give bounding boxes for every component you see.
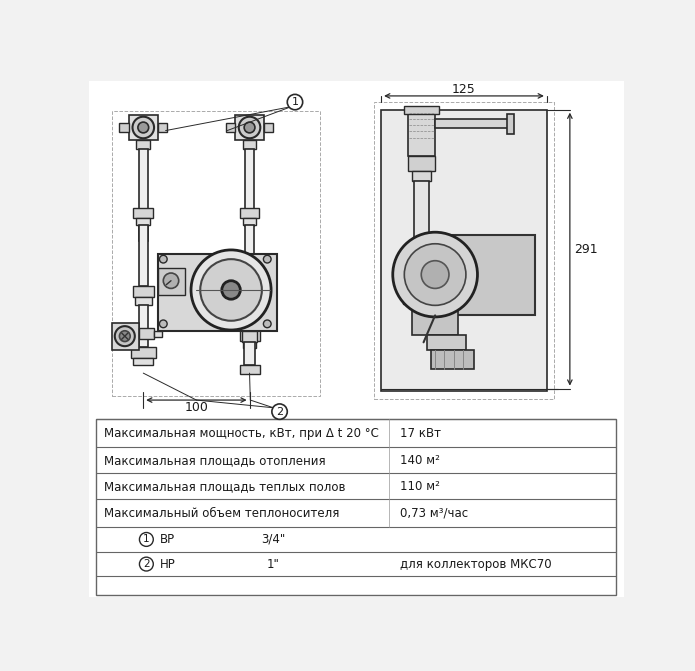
Circle shape bbox=[200, 259, 262, 321]
Text: Максимальная мощность, кВт, при Δ t 20 °C: Максимальная мощность, кВт, при Δ t 20 °… bbox=[104, 427, 379, 440]
Circle shape bbox=[287, 95, 303, 110]
Text: 110 м²: 110 м² bbox=[400, 480, 441, 493]
Bar bbox=[129, 115, 158, 140]
Circle shape bbox=[421, 261, 449, 289]
Circle shape bbox=[404, 244, 466, 305]
Bar bbox=[135, 297, 152, 305]
Bar bbox=[240, 270, 259, 282]
Bar bbox=[136, 218, 150, 225]
Bar bbox=[97, 419, 616, 595]
Text: 291: 291 bbox=[573, 243, 597, 256]
Bar bbox=[412, 304, 458, 335]
Circle shape bbox=[120, 331, 130, 342]
Bar bbox=[412, 171, 432, 180]
Circle shape bbox=[222, 280, 240, 299]
Bar bbox=[411, 258, 433, 268]
Bar bbox=[133, 286, 154, 297]
Bar bbox=[242, 331, 257, 342]
Text: Максимальная площадь отопления: Максимальная площадь отопления bbox=[104, 454, 326, 466]
Bar bbox=[243, 282, 256, 288]
Bar bbox=[408, 274, 435, 289]
Bar bbox=[112, 323, 139, 350]
Bar bbox=[240, 330, 259, 341]
Bar bbox=[139, 225, 148, 286]
Bar bbox=[414, 180, 429, 258]
Circle shape bbox=[133, 117, 154, 138]
Bar bbox=[404, 106, 439, 113]
Bar bbox=[432, 350, 473, 369]
Circle shape bbox=[263, 255, 271, 263]
Text: 3/4": 3/4" bbox=[261, 533, 286, 546]
Circle shape bbox=[244, 122, 255, 133]
Bar bbox=[226, 123, 235, 132]
Bar bbox=[133, 207, 154, 218]
Bar bbox=[408, 156, 435, 171]
Bar bbox=[403, 289, 435, 304]
Bar bbox=[131, 347, 156, 358]
Circle shape bbox=[159, 320, 167, 327]
Bar bbox=[414, 268, 430, 274]
Bar bbox=[240, 207, 259, 218]
Circle shape bbox=[138, 122, 149, 133]
Text: 140 м²: 140 м² bbox=[400, 454, 441, 466]
Bar bbox=[158, 268, 185, 295]
Circle shape bbox=[263, 320, 271, 327]
Text: Максимальный объем теплоносителя: Максимальный объем теплоносителя bbox=[104, 507, 339, 520]
Circle shape bbox=[393, 232, 477, 317]
Bar bbox=[243, 341, 256, 348]
Text: 2: 2 bbox=[276, 407, 283, 417]
Bar bbox=[133, 358, 154, 366]
Bar bbox=[245, 288, 254, 330]
Bar bbox=[139, 305, 148, 347]
Text: ВР: ВР bbox=[161, 533, 175, 546]
Circle shape bbox=[115, 326, 135, 346]
Circle shape bbox=[272, 404, 287, 419]
Text: 1": 1" bbox=[267, 558, 280, 570]
Bar bbox=[243, 218, 256, 225]
Bar bbox=[243, 140, 256, 149]
Text: для коллекторов МКС70: для коллекторов МКС70 bbox=[400, 558, 552, 570]
Circle shape bbox=[163, 273, 179, 289]
Bar bbox=[245, 225, 254, 270]
Text: 2: 2 bbox=[143, 559, 149, 569]
Bar bbox=[264, 123, 273, 132]
Bar bbox=[139, 329, 154, 340]
Bar bbox=[245, 149, 254, 226]
Bar bbox=[240, 364, 259, 374]
Bar bbox=[112, 111, 320, 396]
Bar bbox=[382, 110, 547, 391]
Text: Максимальная площадь теплых полов: Максимальная площадь теплых полов bbox=[104, 480, 345, 493]
Bar bbox=[435, 235, 535, 315]
Bar bbox=[136, 140, 150, 149]
Bar bbox=[507, 113, 514, 134]
Text: 1: 1 bbox=[143, 534, 149, 544]
Bar bbox=[408, 110, 435, 156]
Circle shape bbox=[159, 255, 167, 263]
Text: 100: 100 bbox=[184, 401, 208, 414]
Text: НР: НР bbox=[161, 558, 176, 570]
Circle shape bbox=[191, 250, 271, 330]
Circle shape bbox=[239, 117, 261, 138]
Bar bbox=[139, 149, 148, 242]
Bar bbox=[158, 123, 167, 132]
Bar bbox=[120, 123, 129, 132]
Bar bbox=[154, 331, 162, 337]
Bar bbox=[427, 335, 466, 350]
Bar bbox=[158, 254, 277, 331]
Text: 17 кВт: 17 кВт bbox=[400, 427, 441, 440]
Text: 1: 1 bbox=[291, 97, 298, 107]
Bar bbox=[373, 102, 555, 399]
Text: 0,73 м³/час: 0,73 м³/час bbox=[400, 507, 468, 520]
Bar bbox=[435, 119, 508, 128]
Bar bbox=[235, 115, 264, 140]
Text: 125: 125 bbox=[452, 83, 475, 96]
Bar bbox=[244, 342, 255, 364]
